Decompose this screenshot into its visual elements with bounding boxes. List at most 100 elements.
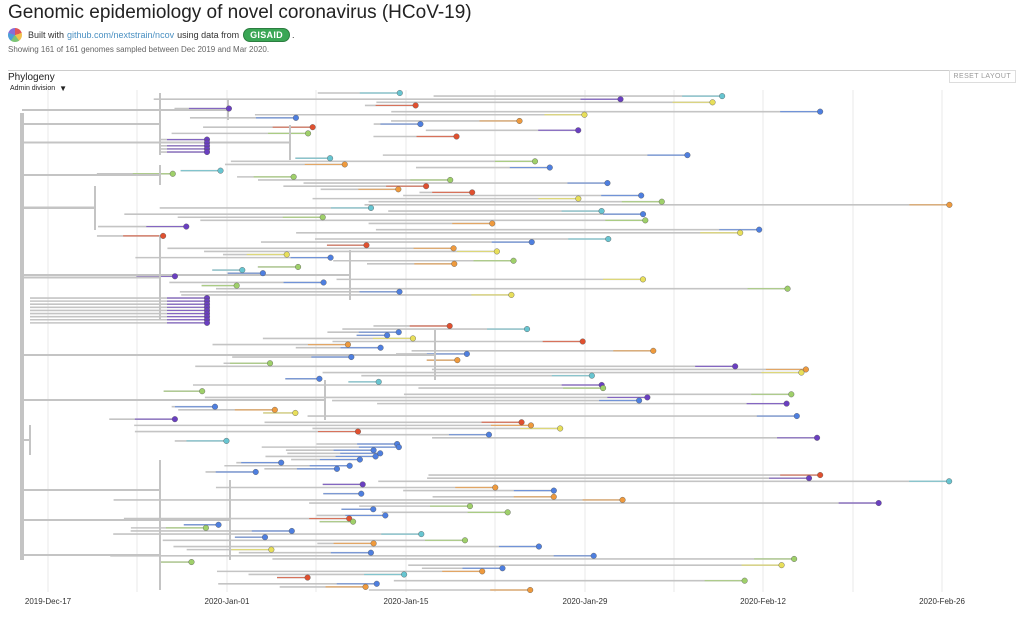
tip-node [450,245,457,252]
gisaid-logo[interactable]: GISAID [243,28,290,42]
tip-node [451,260,458,267]
tip-node [348,354,355,361]
built-with-prefix: Built with [28,30,65,40]
tip-node [788,391,795,398]
tip-node [784,285,791,292]
color-by-value: Admin division [10,85,56,92]
tip-node [546,164,553,171]
tip-node [354,428,361,435]
tip-node [363,242,370,249]
tip-node [382,512,389,519]
tip-node [261,534,268,541]
axis-tick-label: 2020-Jan-15 [384,597,429,606]
tip-node [316,375,323,382]
tip-node [183,223,190,230]
tip-node [550,493,557,500]
tip-node [600,385,607,392]
tip-node [636,397,643,404]
tip-node [239,267,246,274]
tip-node [327,155,334,162]
tip-node [817,472,824,479]
color-by-dropdown[interactable]: Admin division ▼ [10,84,67,93]
tip-node [356,456,363,463]
tip-node [817,108,824,115]
time-axis: 2019-Dec-17 2020-Jan-01 2020-Jan-15 2020… [25,597,966,606]
tip-node [292,114,299,121]
axis-tick-label: 2020-Feb-12 [740,597,786,606]
tip-node [290,173,297,180]
tip-node [604,180,611,187]
tip-node [581,111,588,118]
axis-tick-label: 2020-Jan-01 [205,597,250,606]
tip-node [946,478,953,485]
tip-node [412,102,419,109]
tip-node [446,322,453,329]
tip-node [359,481,366,488]
tip-node [396,89,403,96]
tip-node [598,208,605,215]
tip-node [305,130,312,137]
tip-node [271,406,278,413]
tip-node [367,204,374,211]
tip-node [417,121,424,128]
tip-node [370,506,377,513]
nextstrain-logo-icon [8,28,22,42]
axis-tick-label: 2019-Dec-17 [25,597,72,606]
tip-node [447,176,454,183]
tip-node [217,167,224,174]
tip-node [793,413,800,420]
tip-node [341,161,348,168]
tip-node [489,220,496,227]
tip-node [203,319,210,326]
using-data-from-text: using data from [177,30,240,40]
tip-node [309,124,316,131]
tip-node [639,276,646,283]
tip-node [575,127,582,134]
tip-node [169,170,176,177]
tip-node [485,431,492,438]
tip-node [320,279,327,286]
tip-node [527,587,534,594]
genome-summary: Showing 161 of 161 genomes sampled betwe… [8,45,270,54]
tip-node [658,198,665,205]
tip-node [709,99,716,106]
tip-node [346,515,353,522]
tip-node [267,360,274,367]
tip-node [737,229,744,236]
tip-node [453,133,460,140]
tip-node [288,527,295,534]
tip-node [188,559,195,566]
tip-node [535,543,542,550]
tip-node [798,369,805,376]
tip-node [370,540,377,547]
tip-node [588,372,595,379]
tip-node [479,568,486,575]
tip-node [283,251,290,258]
tip-node [531,158,538,165]
tip-node [395,329,402,336]
tip-node [499,565,506,572]
tip-node [778,562,785,569]
trailing-period: . [291,30,295,40]
tip-node [375,378,382,385]
tip-node [461,537,468,544]
tip-node [171,273,178,280]
tip-node [319,214,326,221]
tip-node [732,363,739,370]
tip-node [619,496,626,503]
github-link[interactable]: github.com/nextstrain/ncov [67,30,175,40]
tip-node [295,263,302,270]
tip-node [454,357,461,364]
tip-node [395,444,402,451]
tip-node [377,344,384,351]
tip-node [638,192,645,199]
tip-node [395,186,402,193]
tip-node [510,257,517,264]
tip-node [215,521,222,528]
page-title: Genomic epidemiology of novel coronaviru… [8,2,472,23]
tip-node [518,419,525,426]
tip-node [160,232,167,239]
tip-node [396,288,403,295]
reset-layout-button[interactable]: RESET LAYOUT [948,70,1016,83]
